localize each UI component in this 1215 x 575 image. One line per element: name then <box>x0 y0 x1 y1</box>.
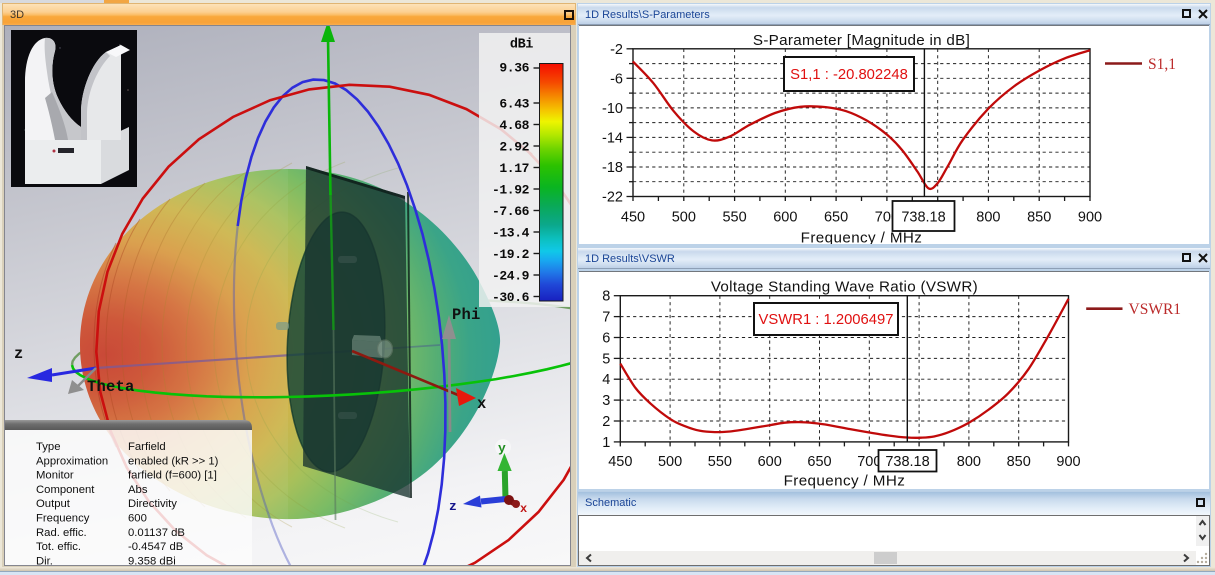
svg-text:550: 550 <box>708 454 732 470</box>
svg-text:850: 850 <box>1007 454 1031 470</box>
svg-text:-6: -6 <box>610 71 623 87</box>
svg-text:Phi: Phi <box>452 306 481 324</box>
svg-text:1: 1 <box>602 435 610 451</box>
svg-text:S1,1 : -20.802248: S1,1 : -20.802248 <box>790 67 908 83</box>
svg-text:900: 900 <box>1056 454 1080 470</box>
svg-text:Abs: Abs <box>128 484 148 496</box>
svg-text:800: 800 <box>976 210 1000 226</box>
svg-text:z: z <box>449 499 457 514</box>
svg-text:Type: Type <box>36 441 61 453</box>
svg-text:4.68: 4.68 <box>499 118 529 133</box>
svg-text:Dir.: Dir. <box>36 555 53 565</box>
svg-text:2: 2 <box>602 414 610 430</box>
svg-text:x: x <box>477 395 486 413</box>
svg-text:500: 500 <box>672 210 696 226</box>
svg-text:VSWR1 : 1.2006497: VSWR1 : 1.2006497 <box>759 312 894 328</box>
svg-text:-10: -10 <box>602 101 623 117</box>
svg-text:650: 650 <box>807 454 831 470</box>
svg-text:-2: -2 <box>610 42 623 58</box>
svg-text:Frequency / MHz: Frequency / MHz <box>784 473 906 490</box>
svg-text:x: x <box>520 502 527 516</box>
svg-text:Approximation: Approximation <box>36 455 108 467</box>
svg-text:6.43: 6.43 <box>499 97 529 112</box>
svg-text:700: 700 <box>857 454 881 470</box>
svg-text:-1.92: -1.92 <box>492 183 530 198</box>
svg-text:y: y <box>498 441 506 456</box>
svg-text:600: 600 <box>773 210 797 226</box>
svg-text:9.36: 9.36 <box>499 61 529 76</box>
svg-text:farfield (f=600) [1]: farfield (f=600) [1] <box>128 470 217 482</box>
svg-text:9.358 dBi: 9.358 dBi <box>128 555 176 565</box>
svg-text:-14: -14 <box>602 130 623 146</box>
svg-text:450: 450 <box>608 454 632 470</box>
svg-text:dBi: dBi <box>510 38 533 53</box>
svg-text:Tot. effic.: Tot. effic. <box>36 541 81 553</box>
svg-text:8: 8 <box>602 289 610 305</box>
svg-text:500: 500 <box>658 454 682 470</box>
svg-text:-18: -18 <box>602 160 623 176</box>
svg-text:738.18: 738.18 <box>901 209 945 225</box>
svg-text:600: 600 <box>758 454 782 470</box>
svg-text:-24.9: -24.9 <box>492 269 530 284</box>
svg-text:S-Parameter [Magnitude in dB]: S-Parameter [Magnitude in dB] <box>753 32 970 49</box>
svg-text:-7.66: -7.66 <box>492 204 530 219</box>
svg-text:Theta: Theta <box>87 378 135 396</box>
svg-text:550: 550 <box>722 210 746 226</box>
svg-text:-22: -22 <box>602 190 623 206</box>
svg-text:Directivity: Directivity <box>128 498 177 510</box>
svg-text:-19.2: -19.2 <box>492 247 530 262</box>
svg-text:Output: Output <box>36 498 71 510</box>
svg-text:4: 4 <box>602 372 610 388</box>
svg-text:6: 6 <box>602 331 610 347</box>
svg-text:-0.4547 dB: -0.4547 dB <box>128 541 183 553</box>
svg-text:VSWR1: VSWR1 <box>1129 301 1182 318</box>
svg-text:enabled (kR >> 1): enabled (kR >> 1) <box>128 455 219 467</box>
svg-text:3: 3 <box>602 393 610 409</box>
svg-text:1.17: 1.17 <box>499 161 529 176</box>
svg-text:5: 5 <box>602 351 610 367</box>
svg-text:738.18: 738.18 <box>885 454 929 470</box>
svg-text:Frequency / MHz: Frequency / MHz <box>801 230 923 245</box>
svg-text:0.01137 dB: 0.01137 dB <box>128 527 185 539</box>
svg-text:-30.6: -30.6 <box>492 290 530 305</box>
svg-text:650: 650 <box>824 210 848 226</box>
svg-text:Farfield: Farfield <box>128 441 166 453</box>
svg-text:850: 850 <box>1027 210 1051 226</box>
svg-text:7: 7 <box>602 310 610 326</box>
svg-text:800: 800 <box>957 454 981 470</box>
svg-text:Component: Component <box>36 484 95 496</box>
svg-text:Rad. effic.: Rad. effic. <box>36 527 87 539</box>
svg-text:S1,1: S1,1 <box>1148 56 1176 73</box>
svg-text:900: 900 <box>1078 210 1102 226</box>
svg-text:600: 600 <box>128 513 147 525</box>
svg-text:Voltage Standing Wave Ratio (V: Voltage Standing Wave Ratio (VSWR) <box>711 279 978 296</box>
svg-text:-13.4: -13.4 <box>492 226 530 241</box>
svg-text:Monitor: Monitor <box>36 470 74 482</box>
svg-text:450: 450 <box>621 210 645 226</box>
svg-text:Frequency: Frequency <box>36 513 90 525</box>
svg-text:z: z <box>14 345 23 363</box>
svg-text:2.92: 2.92 <box>499 140 529 155</box>
